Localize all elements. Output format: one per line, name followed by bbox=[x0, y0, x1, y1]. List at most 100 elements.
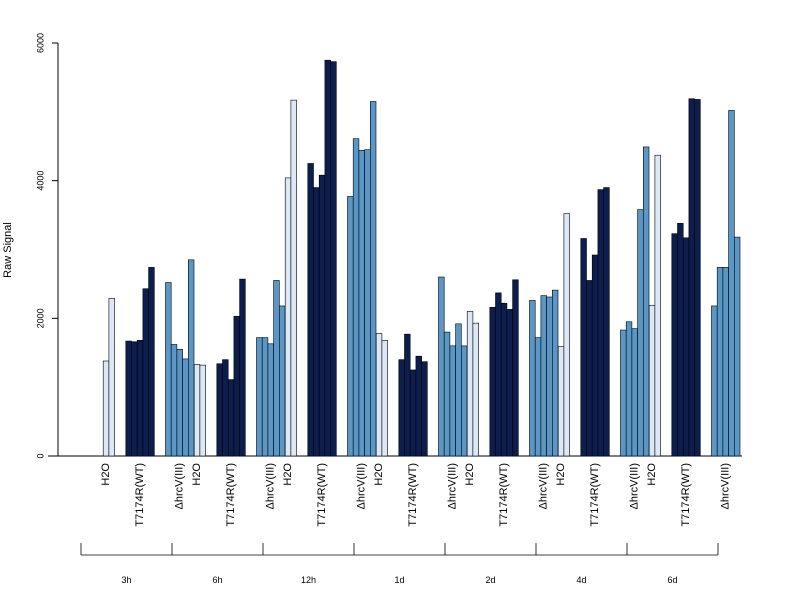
bar bbox=[415, 355, 422, 457]
timepoint-label: 2d bbox=[485, 575, 495, 585]
group-label: ΔhrcV(III) bbox=[265, 463, 277, 509]
bar bbox=[597, 189, 604, 457]
bar bbox=[142, 288, 149, 457]
group-label: H2O bbox=[646, 463, 658, 486]
bar bbox=[682, 237, 690, 457]
bar bbox=[352, 138, 360, 457]
bar bbox=[631, 328, 638, 457]
bar bbox=[546, 296, 553, 457]
group-labels: H2O T7174R(WT) ΔhrcV(III) H2O T7174R(WT) Δhrc… bbox=[100, 463, 732, 527]
bar bbox=[421, 361, 428, 457]
group-label: ΔhrcV(III) bbox=[447, 463, 459, 509]
bar bbox=[136, 340, 144, 457]
bar bbox=[443, 331, 451, 457]
bar bbox=[563, 213, 570, 457]
bar bbox=[278, 305, 286, 457]
bar bbox=[307, 163, 314, 457]
bar bbox=[529, 300, 536, 457]
group-label: H2O bbox=[555, 463, 567, 486]
bar bbox=[620, 329, 627, 457]
bar bbox=[603, 187, 610, 457]
group-label: T7174R(WT) bbox=[680, 463, 692, 527]
bar bbox=[489, 307, 496, 457]
bar bbox=[273, 280, 280, 457]
timepoint-label: 4d bbox=[576, 575, 586, 585]
bar bbox=[512, 279, 519, 457]
bar bbox=[495, 292, 502, 457]
bar bbox=[654, 154, 661, 457]
bar bbox=[358, 150, 365, 457]
y-tick-label: 4000 bbox=[35, 171, 45, 191]
bar bbox=[625, 321, 633, 457]
timepoint-label: 1d bbox=[394, 575, 404, 585]
bar bbox=[671, 233, 678, 457]
bar bbox=[313, 187, 320, 457]
timepoint-label: 6d bbox=[667, 575, 677, 585]
bar bbox=[472, 322, 479, 457]
bar bbox=[466, 311, 474, 457]
bar bbox=[165, 282, 172, 457]
timepoint-label: 12h bbox=[301, 575, 316, 585]
bar bbox=[500, 302, 508, 457]
bar bbox=[637, 209, 644, 457]
timepoint-label: 6h bbox=[212, 575, 222, 585]
bar bbox=[347, 196, 354, 457]
group-label: T7174R(WT) bbox=[589, 463, 601, 527]
timepoint-brackets: 3h 6h 12h 1d 2d 4d 6d bbox=[80, 543, 719, 585]
bar bbox=[131, 341, 138, 457]
bar bbox=[375, 333, 383, 457]
bar bbox=[642, 146, 650, 457]
group-label: H2O bbox=[282, 463, 294, 486]
bar bbox=[694, 99, 701, 457]
bar bbox=[506, 309, 513, 457]
group-label: H2O bbox=[373, 463, 385, 486]
group-label: T7174R(WT) bbox=[407, 463, 419, 527]
bar bbox=[170, 344, 178, 457]
group-label: T7174R(WT) bbox=[498, 463, 510, 527]
bar bbox=[677, 223, 684, 457]
bar bbox=[261, 337, 269, 457]
bar bbox=[711, 305, 718, 457]
group-label: ΔhrcV(III) bbox=[356, 463, 368, 509]
bar bbox=[733, 236, 741, 457]
bar bbox=[182, 358, 189, 457]
bar bbox=[688, 98, 695, 457]
bar bbox=[233, 315, 240, 457]
bar bbox=[455, 323, 462, 457]
bar bbox=[716, 267, 724, 457]
group-label: T7174R(WT) bbox=[316, 463, 328, 527]
bar bbox=[534, 337, 542, 457]
bar bbox=[176, 349, 183, 457]
group-label: H2O bbox=[191, 463, 203, 486]
bar bbox=[398, 359, 405, 457]
y-axis-label: Raw Signal bbox=[2, 222, 14, 278]
bar bbox=[324, 59, 331, 457]
bar bbox=[449, 345, 456, 457]
bar bbox=[239, 278, 246, 457]
bar bbox=[557, 346, 565, 457]
bar bbox=[222, 359, 229, 457]
bar bbox=[318, 174, 326, 457]
group-label: ΔhrcV(III) bbox=[538, 463, 550, 509]
bar bbox=[267, 343, 274, 457]
bar bbox=[227, 379, 235, 457]
group-label: ΔhrcV(III) bbox=[629, 463, 641, 509]
bar bbox=[125, 340, 132, 457]
bar bbox=[216, 363, 223, 457]
bar bbox=[256, 337, 263, 457]
y-tick-label: 6000 bbox=[35, 33, 45, 53]
bar bbox=[409, 369, 417, 457]
bars bbox=[102, 59, 741, 457]
bar bbox=[188, 259, 195, 457]
bar bbox=[540, 295, 547, 457]
bar bbox=[551, 289, 559, 457]
group-label: H2O bbox=[464, 463, 476, 486]
bar bbox=[438, 276, 445, 457]
bar bbox=[369, 101, 377, 457]
bar bbox=[102, 360, 110, 457]
bar bbox=[330, 61, 337, 457]
bar bbox=[290, 99, 297, 457]
group-label: T7174R(WT) bbox=[134, 463, 146, 527]
bar bbox=[648, 304, 656, 457]
